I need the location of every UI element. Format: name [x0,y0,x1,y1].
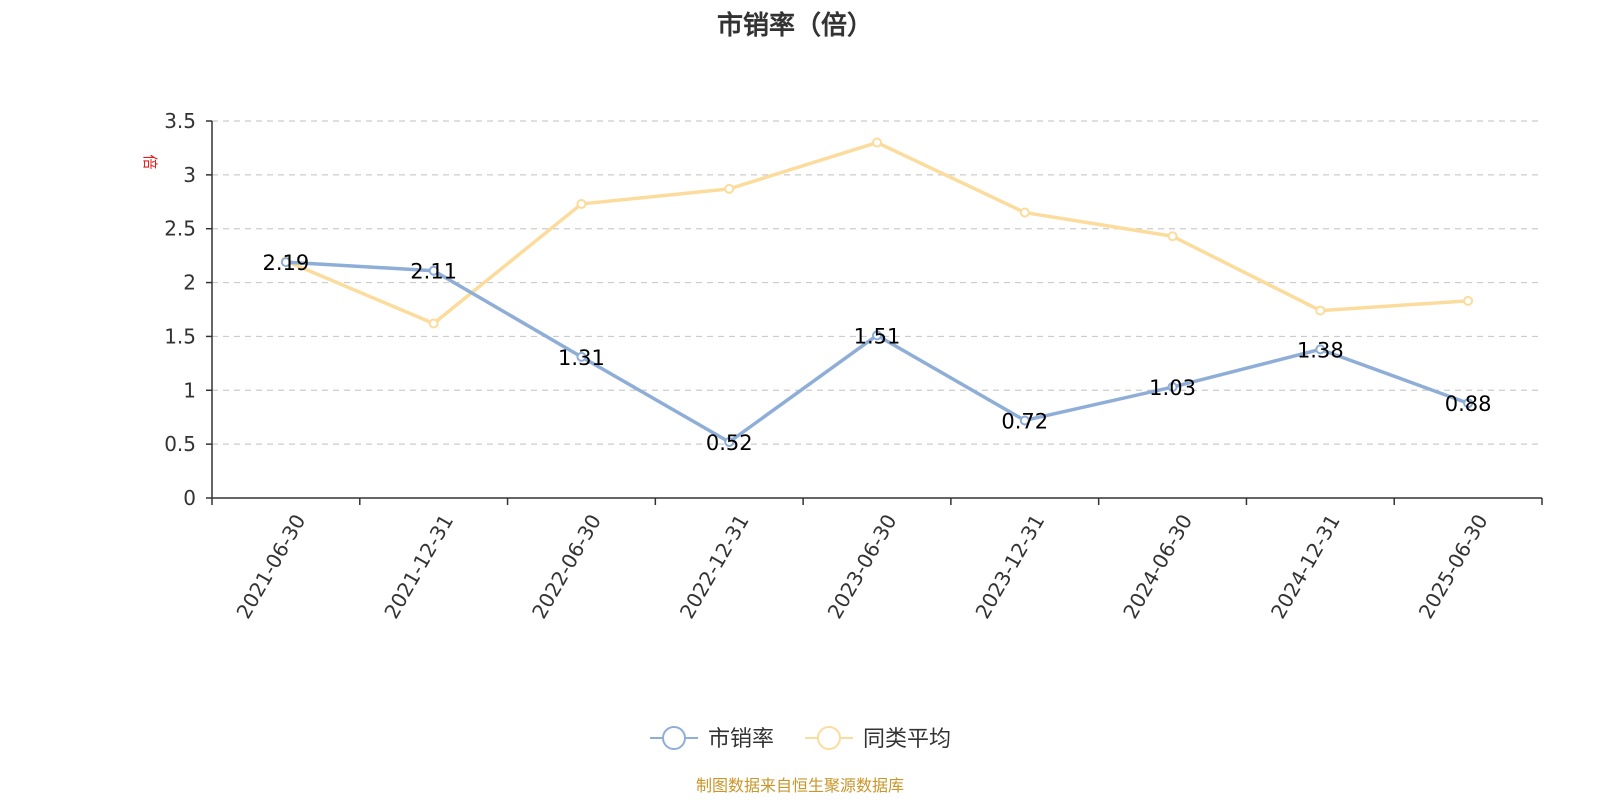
y-tick-label: 3 [183,163,196,187]
x-tick-label: 2022-06-30 [527,510,606,623]
x-axis: 2021-06-30 2021-12-31 2022-06-30 2022-12-31… [211,497,1543,623]
series-point-1[interactable] [1019,207,1030,218]
y-tick-label: 1 [183,378,196,402]
x-tick-label: 2022-12-31 [675,510,754,623]
x-tick-label: 2024-12-31 [1266,510,1345,623]
series-point-0[interactable] [1315,344,1326,355]
x-tick-label: 2024-06-30 [1118,510,1197,623]
series-point-0[interactable] [872,330,882,341]
x-tick-label: 2021-06-30 [231,510,310,623]
y-tick-label: 1.5 [164,324,196,348]
series-point-0[interactable] [1167,382,1178,393]
legend-label-0[interactable]: 市销率 [708,727,774,752]
data-label: 0.72 [1001,409,1048,433]
data-label: 1.03 [1149,376,1196,400]
series-point-1[interactable] [1315,305,1326,316]
legend-marker-1 [817,726,841,750]
series-point-1[interactable] [872,137,882,148]
series-point-1[interactable] [1167,231,1178,242]
chart-title: 市销率（倍） [717,10,873,41]
legend-label-1[interactable]: 同类平均 [863,727,951,752]
y-tick-label: 0.5 [164,432,196,456]
series-point-1[interactable] [1463,295,1474,306]
series-point-1[interactable] [724,183,735,194]
series-point-1[interactable] [428,318,439,329]
legend-marker-0 [662,726,686,750]
data-label: 1.31 [558,346,605,370]
series-point-1[interactable] [576,198,587,209]
x-tick-label: 2023-06-30 [823,510,902,623]
series-point-0[interactable] [280,257,291,268]
y-tick-label: 2.5 [164,217,196,241]
data-label: 0.88 [1445,392,1492,416]
series-point-0[interactable] [724,436,735,447]
x-tick-label: 2021-12-31 [379,510,458,623]
source-note: 制图数据来自恒生聚源数据库 [696,776,904,795]
data-label: 2.11 [410,260,457,284]
series-point-0[interactable] [576,351,587,362]
y-tick-label: 0 [183,486,196,510]
x-tick-label: 2025-06-30 [1414,510,1493,623]
series-line-0 [285,260,1469,444]
y-tick-label: 2 [183,271,196,295]
data-label: 2.19 [263,251,310,275]
y-tick-label: 3.5 [164,109,196,133]
x-tick-label: 2023-12-31 [970,510,1049,623]
series-point-0[interactable] [1019,415,1030,426]
y-axis-unit: 倍 [141,154,159,169]
data-label: 1.38 [1297,338,1344,362]
series-line-1 [285,140,1469,326]
data-label: 0.52 [706,431,753,455]
data-label: 1.51 [854,324,901,348]
legend[interactable]: 市销率 同类平均 [650,726,951,752]
series-point-0[interactable] [1463,398,1474,409]
series-point-0[interactable] [428,265,439,276]
series-layer [280,137,1474,447]
data-labels: 2.19 2.11 1.31 0.52 1.51 0.72 1.03 1.38 0.88 [263,251,1492,455]
y-axis: 0 0.5 1 1.5 2 2.5 3 3.5 [164,109,213,510]
